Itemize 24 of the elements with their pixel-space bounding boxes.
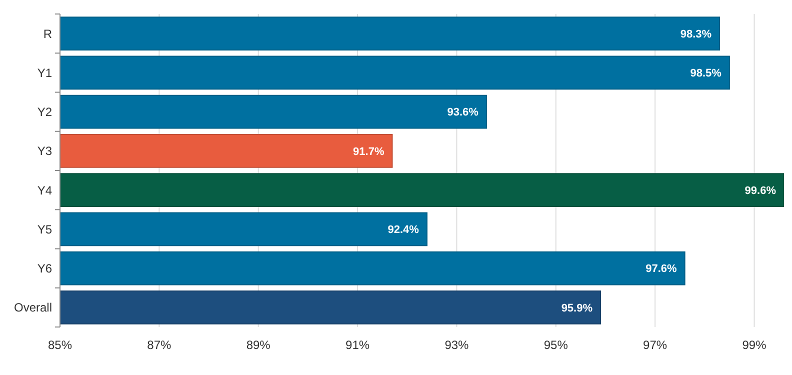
x-tick-label: 99% [742,338,767,352]
data-label: 95.9% [561,302,593,314]
x-tick-label: 91% [346,338,370,352]
y-tick-label: Y3 [37,144,52,158]
x-tick-label: 89% [246,338,271,352]
data-label: 98.3% [680,28,712,40]
y-tick-label: Y5 [37,222,52,236]
data-label: 92.4% [388,224,420,236]
y-tick-label: Y6 [37,262,52,276]
data-label: 99.6% [744,184,776,197]
data-label: 97.6% [646,263,678,276]
data-label: 91.7% [353,146,384,158]
y-tick-label: Overall [14,300,52,315]
data-label: 98.5% [690,68,722,80]
x-tick-label: 97% [643,338,668,352]
data-label: 93.6% [447,106,479,119]
y-tick-label: Y2 [37,105,52,120]
x-tick-label: 95% [544,338,568,352]
y-tick-label: R [43,26,52,41]
y-tick-label: Y1 [37,66,52,80]
y-tick-label: Y4 [37,183,52,198]
x-tick-label: 85% [48,338,72,352]
x-tick-label: 93% [444,338,470,352]
x-tick-label: 87% [147,338,172,352]
